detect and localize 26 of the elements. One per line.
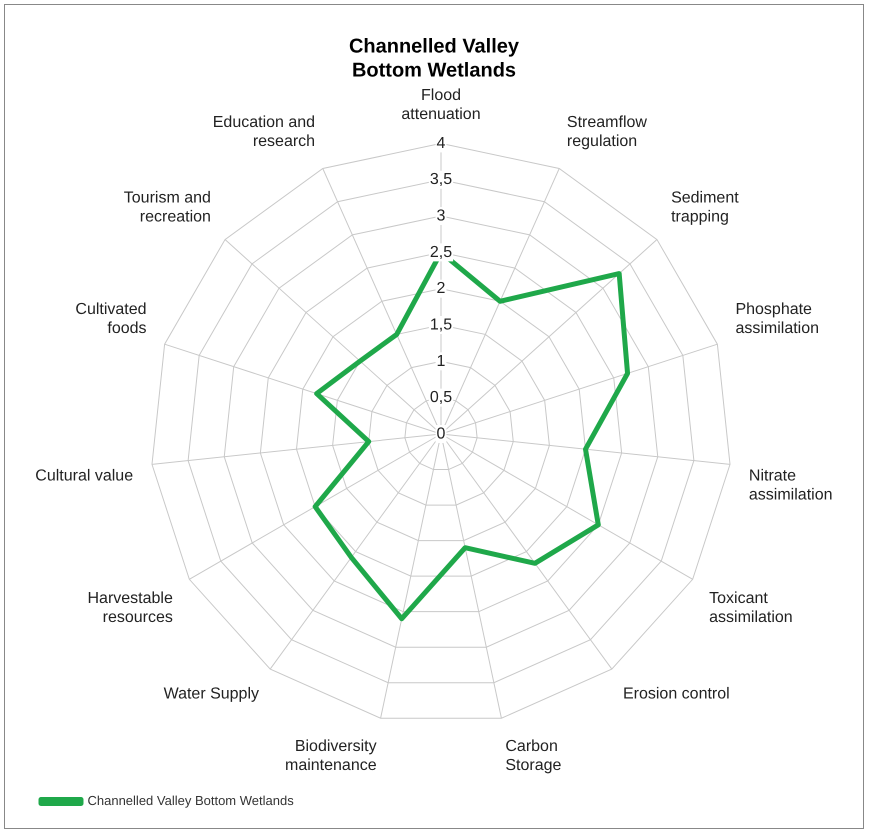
spoke-label: Erosion control (622, 685, 730, 702)
y-tick-label: 4 (436, 134, 446, 152)
spoke-label: Streamflow regulation (566, 114, 648, 150)
spoke-label: Toxicant assimilation (709, 590, 793, 626)
y-tick-label: 0 (436, 425, 446, 442)
y-tick-label: 3,5 (430, 171, 452, 188)
spoke-label: Water Supply (164, 685, 260, 702)
y-tick-label: 2 (436, 280, 446, 298)
y-tick-label: 1,5 (430, 316, 452, 334)
spoke-label: Carbon Storage (505, 738, 562, 774)
spoke-label: Harvestable resources (88, 590, 173, 626)
spoke-label: Biodiversity maintenance (285, 738, 377, 774)
spoke-label: Nitrate assimilation (748, 467, 832, 504)
chart-title: Channelled Valley Bottom Wetlands (348, 36, 520, 82)
spoke-label: Cultivated foods (75, 300, 147, 338)
legend-label: Channelled Valley Bottom Wetlands (88, 793, 294, 808)
spoke-label: Sediment trapping (671, 189, 740, 226)
spoke-label: Flood attenuation (401, 87, 481, 124)
y-tick-label: 0,5 (430, 389, 452, 406)
spoke-label: Phosphate assimilation (735, 300, 820, 338)
spoke-label: Cultural value (35, 467, 134, 484)
y-tick-label: 1 (436, 352, 446, 370)
y-tick-label: 3 (436, 207, 446, 224)
spoke-label: Tourism and recreation (124, 189, 211, 226)
spoke-label: Education and research (212, 114, 316, 150)
y-tick-label: 2,5 (430, 244, 452, 261)
